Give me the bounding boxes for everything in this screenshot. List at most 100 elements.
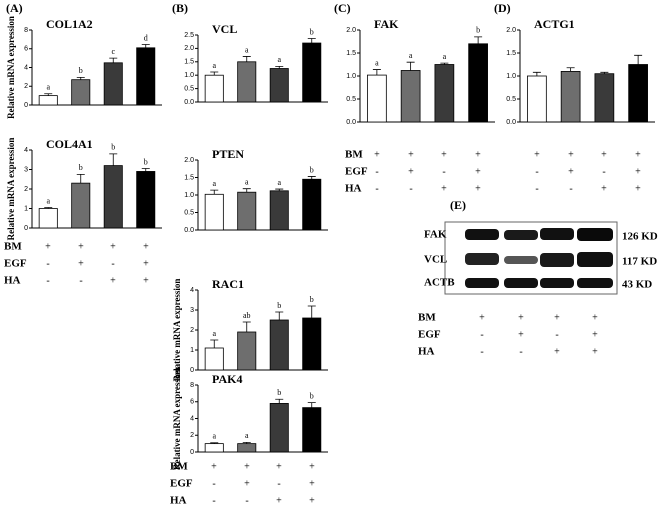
treatment-sign: -	[480, 329, 483, 340]
error-bar	[307, 38, 316, 44]
treatment-sign: +	[110, 275, 116, 286]
significance-letter: b	[310, 391, 314, 400]
chart-title: PTEN	[212, 147, 244, 161]
error-bar	[141, 44, 150, 48]
bar	[434, 64, 455, 123]
treatment-sign: -	[111, 258, 114, 269]
treatment-sign: +	[309, 495, 315, 506]
error-bar	[600, 71, 609, 74]
significance-letter: a	[277, 178, 281, 187]
treatment-sign: +	[309, 461, 315, 472]
significance-letter: b	[111, 143, 115, 152]
treatment-label: HA	[345, 183, 362, 195]
significance-letter: b	[277, 301, 281, 310]
bar	[136, 47, 156, 106]
bar	[269, 319, 289, 371]
error-bar	[440, 62, 449, 65]
protein-label: FAK	[424, 229, 447, 241]
y-tick-label: 0	[190, 367, 194, 374]
treatment-sign: +	[635, 166, 641, 177]
significance-letter: b	[79, 163, 83, 172]
band	[577, 278, 613, 288]
treatment-sign: +	[475, 183, 481, 194]
treatment-sign: -	[535, 183, 538, 194]
y-tick-label: 6	[24, 46, 28, 53]
y-tick-label: 2.5	[184, 32, 194, 39]
y-tick-label: 2.0	[184, 157, 194, 164]
error-bar	[474, 36, 483, 44]
treatment-sign: +	[475, 166, 481, 177]
y-tick-label: 0.5	[184, 209, 194, 216]
treatment-label: HA	[170, 495, 187, 507]
treatment-label: HA	[4, 275, 21, 287]
y-tick-label: 0.0	[346, 119, 356, 126]
chart-title: PAK4	[212, 372, 242, 386]
treatment-sign: -	[277, 478, 280, 489]
significance-letter: a	[443, 52, 447, 61]
y-tick-label: 1.0	[184, 192, 194, 199]
bar	[204, 74, 224, 103]
treatment-sign: -	[212, 478, 215, 489]
significance-letter: a	[212, 432, 216, 441]
significance-letter: b	[310, 165, 314, 174]
error-bar	[109, 57, 118, 63]
bar	[468, 43, 488, 123]
treatment-sign: +	[143, 258, 149, 269]
panel-label: (A)	[6, 1, 23, 15]
panel-label: (E)	[450, 198, 466, 212]
bar	[237, 331, 257, 371]
treatment-sign: -	[555, 329, 558, 340]
error-bar	[275, 65, 284, 69]
treatment-sign: +	[568, 166, 574, 177]
treatment-sign: +	[374, 149, 380, 160]
band	[504, 256, 538, 264]
bar	[302, 178, 322, 231]
y-tick-label: 2.0	[506, 27, 516, 34]
size-label: 43 KD	[622, 279, 652, 291]
treatment-sign: +	[475, 149, 481, 160]
y-tick-label: 1.5	[184, 174, 194, 181]
treatment-sign: +	[78, 258, 84, 269]
bar	[594, 73, 615, 123]
treatment-sign: -	[480, 346, 483, 357]
treatment-label: BM	[345, 149, 363, 161]
treatment-label: EGF	[345, 166, 368, 178]
significance-letter: a	[212, 329, 216, 338]
significance-letter: b	[310, 27, 314, 36]
error-bar	[242, 56, 251, 62]
error-bar	[210, 71, 219, 76]
band	[577, 252, 613, 267]
treatment-sign: +	[518, 329, 524, 340]
chart-title: FAK	[374, 17, 399, 31]
treatment-sign: -	[46, 275, 49, 286]
y-tick-label: 2	[190, 432, 194, 439]
error-bar	[566, 67, 575, 72]
treatment-label: BM	[170, 461, 188, 473]
bar	[204, 443, 224, 453]
significance-letter: b	[476, 26, 480, 35]
y-tick-label: 1.5	[184, 59, 194, 66]
error-bar	[44, 207, 53, 209]
treatment-sign: +	[635, 183, 641, 194]
error-bar	[307, 176, 316, 180]
chart-title: COL4A1	[46, 137, 93, 151]
bar	[628, 64, 648, 123]
treatment-sign: +	[309, 478, 315, 489]
western-blot	[444, 221, 618, 295]
y-tick-label: 0	[24, 225, 28, 232]
chart-title: ACTG1	[534, 17, 575, 31]
treatment-sign: -	[245, 495, 248, 506]
treatment-sign: +	[110, 241, 116, 252]
significance-letter: c	[111, 47, 115, 56]
chart-title: VCL	[212, 22, 237, 36]
error-bar	[210, 442, 219, 444]
y-tick-label: 1.0	[346, 73, 356, 80]
treatment-sign: +	[143, 275, 149, 286]
error-bar	[372, 69, 381, 76]
treatment-sign: +	[554, 346, 560, 357]
y-tick-label: 1.0	[506, 73, 516, 80]
treatment-sign: -	[519, 346, 522, 357]
significance-letter: a	[245, 178, 249, 187]
chart-title: RAC1	[212, 277, 244, 291]
